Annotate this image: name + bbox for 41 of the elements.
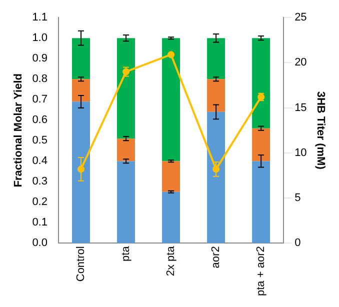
point xyxy=(168,51,175,58)
bar xyxy=(207,112,226,244)
bar xyxy=(207,38,226,80)
x-tick-label: Control xyxy=(75,246,88,282)
bar xyxy=(207,79,226,112)
x-tick-label: 2x pta xyxy=(165,245,178,276)
y-tick-label: 0.2 xyxy=(32,196,48,208)
y-tick-label: 0.1 xyxy=(32,216,48,229)
y-tick-label: 1.0 xyxy=(32,32,48,44)
y-tick-label: 0.9 xyxy=(32,52,48,65)
bar xyxy=(72,38,90,80)
bar xyxy=(117,38,136,139)
bar xyxy=(117,161,136,244)
bar xyxy=(162,38,180,162)
y-tick-label: 0.0 xyxy=(32,237,48,250)
bar xyxy=(72,102,90,244)
y-tick-label: 0.6 xyxy=(32,114,48,126)
bar xyxy=(252,38,270,128)
y-tick-label: 0.3 xyxy=(32,176,48,188)
y-tick-label: 0.7 xyxy=(32,94,48,106)
y2-tick-label: 25 xyxy=(294,12,307,24)
y-tick-label: 1.1 xyxy=(32,12,48,24)
y-tick-label: 0.4 xyxy=(32,155,48,168)
y2-tick-label: 10 xyxy=(294,146,307,159)
y-tick-label: 0.8 xyxy=(32,73,48,86)
x-tick-label: pta + aor2 xyxy=(255,246,268,296)
bar xyxy=(117,138,136,162)
bar xyxy=(162,161,180,192)
x-tick-label: aor2 xyxy=(210,246,222,268)
x-tick-label: pta xyxy=(120,245,132,262)
y-tick-label: 0.5 xyxy=(32,134,48,147)
y2-tick-label: 5 xyxy=(294,192,301,204)
bar xyxy=(252,161,270,244)
y-axis-title: Fractional Molar Yield xyxy=(12,74,25,188)
y2-tick-label: 15 xyxy=(294,102,307,114)
y2-tick-label: 20 xyxy=(294,56,307,69)
bar xyxy=(162,192,180,244)
y2-tick-label: 0 xyxy=(294,237,301,250)
bar xyxy=(252,128,270,162)
bar xyxy=(72,79,90,102)
y2-axis-title: 3HB Titer (mM) xyxy=(314,91,326,170)
